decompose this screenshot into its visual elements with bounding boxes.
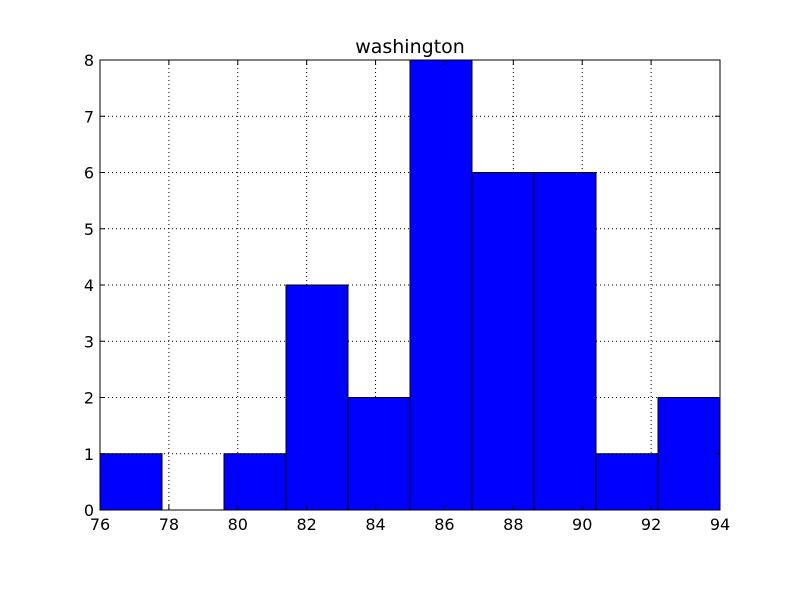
x-tick-label: 88: [503, 515, 523, 534]
y-axis: 0 1 2 3 4 5 6 7 8: [84, 51, 720, 520]
histogram-bar: [99, 453, 163, 511]
histogram-bar: [657, 397, 721, 511]
x-tick-label: 82: [296, 515, 316, 534]
x-tick-label: 80: [228, 515, 248, 534]
x-axis: 76 78 80 82 84 86 88 90 92 94: [90, 60, 730, 534]
y-tick-label: 1: [84, 445, 94, 464]
x-tick-label: 84: [365, 515, 385, 534]
y-tick-label: 6: [84, 164, 94, 183]
x-tick-label: 76: [90, 515, 110, 534]
x-tick-label: 94: [710, 515, 730, 534]
histogram-bar: [471, 172, 535, 511]
y-tick-label: 5: [84, 220, 94, 239]
y-tick-label: 2: [84, 389, 94, 408]
y-tick-label: 3: [84, 332, 94, 351]
histogram-bar: [595, 453, 659, 511]
x-tick-label: 78: [159, 515, 179, 534]
x-tick-label: 86: [434, 515, 454, 534]
y-tick-label: 4: [84, 276, 94, 295]
chart-title: washington: [355, 36, 465, 58]
y-tick-label: 0: [84, 501, 94, 520]
bars: [99, 59, 721, 511]
y-tick-label: 7: [84, 107, 94, 126]
x-tick-label: 92: [641, 515, 661, 534]
histogram-bar: [347, 397, 411, 511]
y-tick-label: 8: [84, 51, 94, 70]
histogram-bar: [533, 172, 597, 511]
histogram-bar: [223, 453, 287, 511]
histogram-bar: [409, 59, 473, 511]
x-tick-label: 90: [572, 515, 592, 534]
histogram-bar: [285, 284, 349, 511]
